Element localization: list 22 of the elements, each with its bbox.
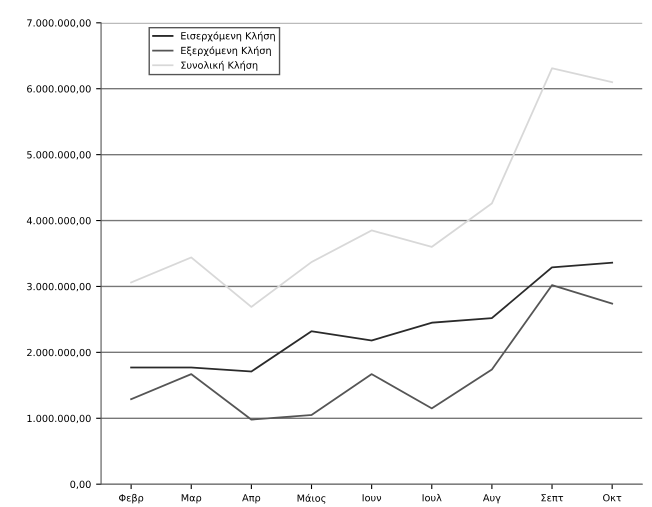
x-tick-label: Μάιος <box>298 494 326 504</box>
y-tick-label: 0,00 <box>70 480 91 490</box>
x-tick-label: Οκτ <box>603 494 622 502</box>
y-tick-label: 5.000.000,00 <box>27 151 91 160</box>
y-tick-label: 3.000.000,00 <box>27 282 91 292</box>
x-tick-label: Σεπτ <box>541 494 564 502</box>
x-tick-label: Φεβρ <box>119 494 144 504</box>
y-tick-label: 2.000.000,00 <box>27 348 91 358</box>
line-series <box>130 262 614 372</box>
legend-label: Εξερχόμενη Κλήση <box>181 46 271 56</box>
x-tick-label: Μαρ <box>182 494 202 504</box>
y-tick-label: 1.000.000,00 <box>27 414 91 424</box>
x-tick-label: Ιουν <box>362 494 382 502</box>
x-tick-label: Αυγ <box>482 494 501 504</box>
line-series <box>130 284 614 420</box>
y-tick-label: 7.000.000,00 <box>27 19 91 28</box>
legend-label: Εισερχόμενη Κλήση <box>181 32 275 42</box>
y-tick-label: 6.000.000,00 <box>27 85 91 94</box>
legend-label: Συνολική Κλήση <box>181 60 258 71</box>
y-tick-label: 4.000.000,00 <box>26 217 91 226</box>
x-tick-label: Απρ <box>242 494 260 504</box>
x-tick-label: Ιουλ <box>422 494 442 502</box>
